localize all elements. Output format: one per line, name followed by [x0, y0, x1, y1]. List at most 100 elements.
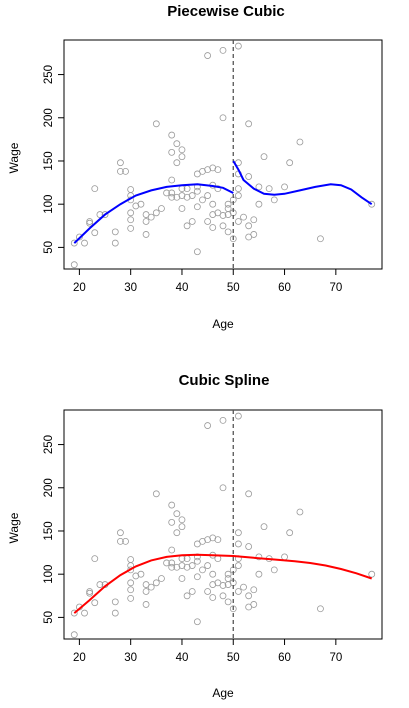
- data-point: [368, 570, 376, 578]
- data-point: [96, 211, 104, 218]
- data-point: [178, 153, 186, 161]
- data-point: [168, 189, 176, 197]
- data-point: [91, 555, 99, 563]
- plot-frame: [63, 409, 383, 640]
- data-point: [111, 228, 119, 236]
- y-tick-label: 200: [43, 108, 55, 127]
- data-point: [199, 566, 206, 574]
- data-point: [188, 218, 196, 225]
- data-point: [178, 516, 186, 524]
- data-point: [86, 589, 94, 597]
- y-tick-label: 250: [43, 435, 55, 454]
- data-point: [234, 562, 242, 569]
- data-point: [209, 224, 217, 231]
- data-point: [234, 218, 242, 225]
- data-point: [229, 605, 237, 613]
- data-point: [204, 422, 212, 429]
- data-point: [193, 573, 201, 581]
- y-tick-label: 50: [43, 611, 55, 624]
- data-point: [117, 159, 124, 167]
- data-point: [199, 167, 206, 175]
- x-tick-label: 50: [227, 652, 240, 664]
- scatter-points: [70, 412, 376, 639]
- data-point: [168, 501, 176, 509]
- y-tick-label: 100: [43, 195, 55, 214]
- data-point: [183, 193, 191, 201]
- data-point: [168, 546, 176, 554]
- data-point: [70, 239, 78, 247]
- data-point: [183, 563, 191, 571]
- data-point: [224, 205, 232, 212]
- data-point: [173, 510, 181, 518]
- data-point: [250, 601, 258, 608]
- data-point: [178, 575, 186, 582]
- data-point: [245, 222, 253, 230]
- data-point: [142, 231, 150, 238]
- data-point: [214, 185, 222, 193]
- data-point: [199, 196, 206, 204]
- data-point: [127, 556, 135, 563]
- data-point: [317, 235, 324, 243]
- data-point: [86, 218, 94, 225]
- data-point: [117, 167, 124, 175]
- data-point: [224, 228, 232, 236]
- data-point: [127, 186, 135, 193]
- data-point: [122, 537, 129, 545]
- data-point: [91, 599, 99, 607]
- data-point: [260, 153, 268, 161]
- data-point: [178, 562, 186, 569]
- data-point: [178, 146, 186, 154]
- data-point: [204, 588, 212, 595]
- x-tick-label: 30: [124, 282, 137, 294]
- data-point: [168, 563, 176, 571]
- data-point: [270, 196, 278, 204]
- data-point: [158, 575, 165, 582]
- data-point: [296, 508, 304, 516]
- panel-piecewise-cubic: Piecewise Cubic Age Wage 20 30 40 50 60 70 50…: [7, 3, 383, 331]
- data-point: [214, 555, 222, 563]
- data-point: [137, 570, 145, 578]
- data-point: [286, 529, 294, 537]
- data-point: [209, 594, 217, 601]
- data-point: [91, 185, 99, 193]
- data-point: [122, 167, 129, 175]
- data-point: [368, 200, 376, 208]
- data-point: [75, 233, 83, 241]
- data-point: [219, 484, 227, 492]
- data-point: [281, 553, 288, 561]
- x-tick-label: 20: [73, 282, 86, 294]
- data-point: [255, 183, 263, 191]
- data-point: [168, 518, 176, 526]
- data-point: [173, 563, 181, 571]
- data-point: [168, 559, 176, 567]
- data-point: [193, 203, 201, 211]
- data-point: [137, 200, 145, 208]
- x-tick-label: 50: [227, 282, 240, 294]
- data-point: [152, 209, 160, 217]
- data-point: [199, 537, 206, 545]
- data-point: [250, 231, 258, 238]
- data-point: [147, 213, 155, 221]
- fit-curve: [73, 553, 373, 614]
- data-point: [127, 209, 135, 217]
- panel-cubic-spline: Cubic Spline Age Wage 20 30 40 50 60 70 50 100…: [7, 372, 383, 700]
- data-point: [209, 581, 217, 588]
- data-point: [142, 601, 150, 608]
- data-point: [214, 166, 222, 174]
- data-point: [219, 212, 227, 219]
- x-tick-label: 40: [176, 282, 189, 294]
- data-point: [111, 609, 119, 617]
- data-point: [178, 192, 186, 199]
- data-point: [168, 131, 176, 139]
- data-point: [234, 192, 242, 199]
- data-point: [173, 529, 181, 537]
- data-point: [173, 140, 181, 148]
- data-point: [81, 239, 88, 247]
- data-point: [245, 120, 253, 128]
- data-point: [70, 261, 78, 269]
- data-point: [188, 562, 196, 569]
- x-tick-label: 20: [73, 652, 86, 664]
- data-point: [173, 159, 181, 167]
- data-point: [250, 586, 258, 594]
